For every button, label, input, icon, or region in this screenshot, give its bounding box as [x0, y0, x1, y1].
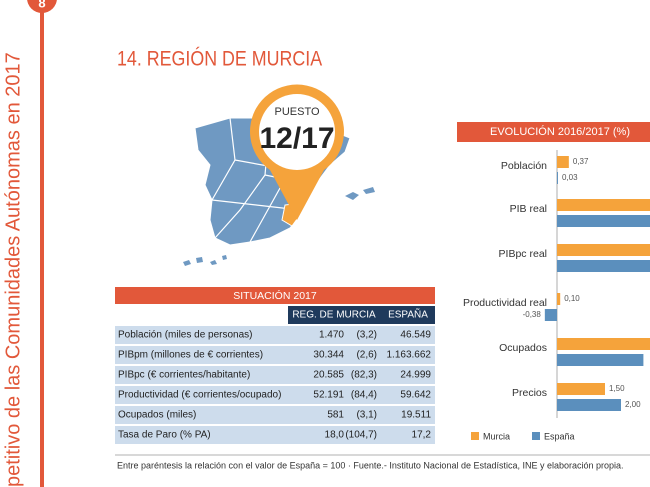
category-label: Productividad real [463, 297, 547, 309]
row-label: PIBpm (millones de € corrientes) [118, 350, 263, 361]
value-label: 2,00 [625, 400, 641, 409]
table-header-bar [288, 306, 435, 324]
relative-index: (3,1) [356, 410, 377, 421]
table-row-bg [115, 386, 435, 404]
chart-title: EVOLUCIÓN 2016/2017 (%) [490, 125, 630, 138]
bar [557, 156, 569, 168]
murcia-value: 52.191 [313, 390, 344, 401]
table-row-bg [115, 406, 435, 424]
legend-label: Murcia [483, 431, 510, 441]
table: SITUACIÓN 2017 REG. DE MURCIA ESPAÑA Pob… [115, 287, 435, 444]
relative-index: (84,4) [351, 390, 377, 401]
table-header: REG. DE MURCIA [292, 310, 376, 321]
bar [557, 399, 621, 411]
table-row-bg [115, 326, 435, 344]
murcia-value: 1.470 [319, 330, 344, 341]
chart-title-bar [457, 122, 650, 142]
map: PUESTO 12/17 [183, 84, 375, 266]
table-row-bg [115, 346, 435, 364]
table-title-bar [115, 287, 435, 304]
legend-swatch [532, 432, 540, 440]
rank-label: PUESTO [274, 106, 319, 118]
murcia-value: 30.344 [313, 350, 344, 361]
value-label: -0,38 [523, 310, 542, 319]
category-label: Precios [512, 387, 547, 399]
table-header: ESPAÑA [388, 308, 428, 321]
bar [557, 354, 644, 366]
bar [557, 199, 650, 211]
spain-value: 24.999 [400, 370, 431, 381]
balearic-islands [345, 187, 375, 200]
rank-value: 12/17 [259, 122, 334, 155]
chapter-badge [27, 0, 57, 13]
page-title: 14. REGIÓN DE MURCIA [117, 46, 322, 71]
canary-islands [183, 255, 227, 266]
relative-index: (3,2) [356, 330, 377, 341]
row-label: Ocupados (miles) [118, 410, 196, 421]
chapter-number: 8 [38, 0, 45, 10]
bar [557, 260, 650, 272]
bar [557, 383, 605, 395]
row-label: Productividad (€ corrientes/ocupado) [118, 390, 281, 401]
rank-pin-face [259, 94, 335, 170]
category-label: PIB real [510, 203, 547, 215]
legend-label: España [544, 431, 575, 441]
bar [557, 215, 650, 227]
murcia-value: 18,0 [325, 430, 345, 441]
spain-value: 19.511 [401, 410, 431, 421]
relative-index: (104,7) [345, 430, 377, 441]
table-title: SITUACIÓN 2017 [233, 289, 317, 302]
value-label: 1,50 [609, 384, 625, 393]
row-label: Población (miles de personas) [118, 330, 253, 341]
murcia-value: 581 [327, 410, 344, 421]
murcia-value: 20.585 [313, 370, 344, 381]
bar [557, 244, 650, 256]
chart: EVOLUCIÓN 2016/2017 (%) Población 0,37 0,0… [457, 122, 650, 441]
relative-index: (82,3) [351, 370, 377, 381]
category-label: PIBpc real [499, 248, 547, 260]
category-label: Población [501, 160, 547, 172]
footnote: Entre paréntesis la relación con el valo… [117, 460, 624, 470]
value-label: 0,37 [573, 157, 589, 166]
category-label: Ocupados [499, 342, 547, 354]
spain-value: 46.549 [400, 330, 431, 341]
spain-value: 17,2 [412, 430, 432, 441]
row-label: Tasa de Paro (% PA) [118, 430, 211, 441]
value-label: 0,03 [562, 173, 578, 182]
table-row-bg [115, 366, 435, 384]
table-row-bg [115, 426, 435, 444]
bar [557, 172, 558, 184]
value-label: 0,10 [564, 294, 580, 303]
side-text: petitivo de las Comunidades Autónomas en… [2, 52, 24, 487]
bar [557, 338, 650, 350]
relative-index: (2,6) [356, 350, 377, 361]
bar [557, 293, 561, 305]
legend-swatch [471, 432, 479, 440]
spain-value: 1.163.662 [387, 350, 432, 361]
spain-value: 59.642 [400, 390, 431, 401]
row-label: PIBpc (€ corrientes/habitante) [118, 370, 250, 381]
bar [544, 309, 557, 321]
